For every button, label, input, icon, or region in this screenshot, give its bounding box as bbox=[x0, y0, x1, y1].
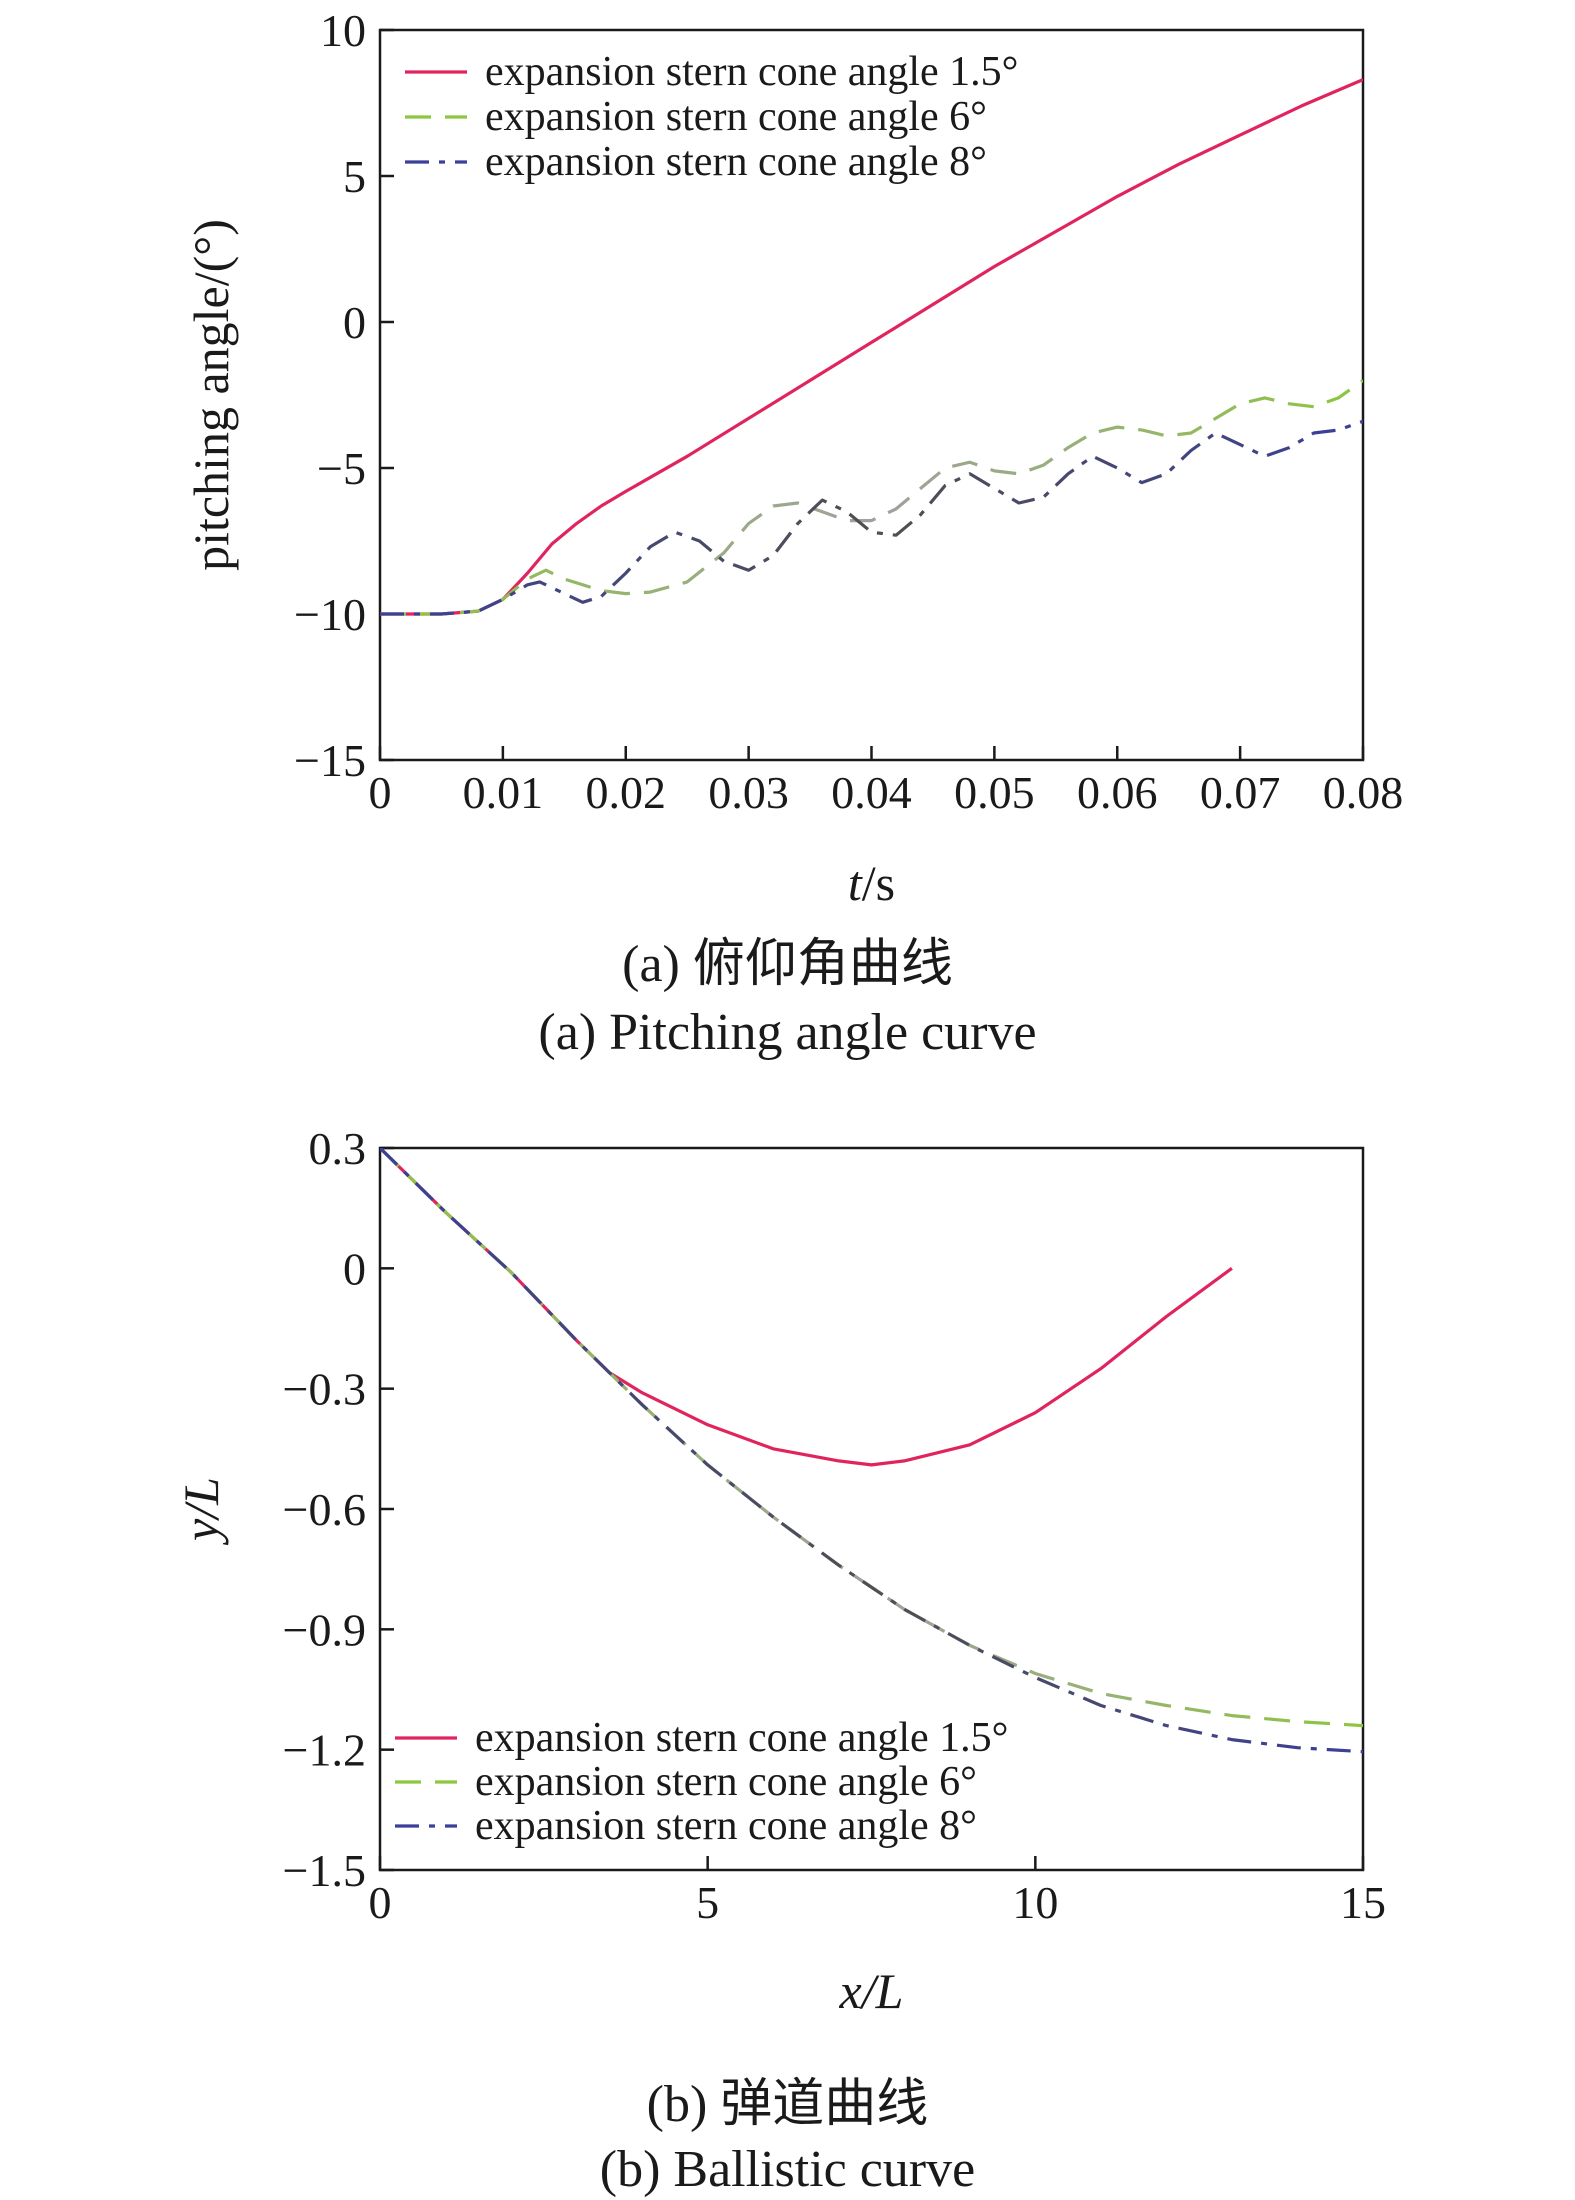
legend-label-2: expansion stern cone angle 6° bbox=[485, 94, 987, 140]
legend-label-3: expansion stern cone angle 8° bbox=[485, 139, 987, 185]
x-tick-label: 0.02 bbox=[586, 767, 667, 818]
x-axis-unit: /s bbox=[862, 855, 895, 911]
x-tick-label: 0.08 bbox=[1323, 767, 1404, 818]
y-tick-label: −0.6 bbox=[283, 1484, 366, 1535]
x-axis-label: x/L bbox=[839, 1963, 904, 2019]
x-tick-label: 0.04 bbox=[831, 767, 912, 818]
y-tick-label: −0.9 bbox=[283, 1604, 366, 1655]
x-tick-label: 15 bbox=[1340, 1877, 1386, 1928]
pitching-angle-chart: 0 0.01 0.02 0.03 0.04 0.05 0.06 0.07 0.08 −15 −10 −… bbox=[183, 5, 1404, 911]
x-tick-label: 0.07 bbox=[1200, 767, 1281, 818]
x-axis-var: t bbox=[848, 855, 863, 911]
legend-label-1: expansion stern cone angle 1.5° bbox=[485, 49, 1018, 95]
y-tick-label: 5 bbox=[343, 151, 366, 202]
figure-a: 0 0.01 0.02 0.03 0.04 0.05 0.06 0.07 0.08 −15 −10 −… bbox=[0, 0, 1575, 1090]
x-tick-label: 0 bbox=[369, 1877, 392, 1928]
x-tick-label: 0.01 bbox=[463, 767, 544, 818]
ballistic-chart: 0 5 10 15 −1.5 −1.2 −0.9 −0.6 −0.3 0 0.3 expansion … bbox=[173, 1123, 1386, 2019]
y-tick-label: 0.3 bbox=[309, 1123, 367, 1174]
legend-label-3: expansion stern cone angle 8° bbox=[475, 1803, 977, 1849]
x-tick-label: 0 bbox=[369, 767, 392, 818]
y-axis-label: pitching angle/(°) bbox=[183, 219, 239, 571]
x-tick-label: 10 bbox=[1012, 1877, 1058, 1928]
x-tick-label: 0.05 bbox=[954, 767, 1035, 818]
series-line-3 bbox=[380, 419, 1363, 616]
series-line-1 bbox=[380, 1148, 1233, 1467]
x-tick-label: 0.03 bbox=[708, 767, 789, 818]
y-tick-label: −0.3 bbox=[283, 1364, 366, 1415]
y-tick-label: −1.5 bbox=[283, 1845, 366, 1896]
caption-a-en: (a) Pitching angle curve bbox=[538, 1004, 1037, 1061]
y-axis-label: y/L bbox=[173, 1477, 229, 1546]
caption-a-cn: (a) 俯仰角曲线 bbox=[622, 936, 953, 993]
caption-b-en: (b) Ballistic curve bbox=[599, 2141, 976, 2198]
y-tick-label: 10 bbox=[320, 5, 366, 56]
y-tick-label: 0 bbox=[343, 1243, 366, 1294]
x-tick-label: 0.06 bbox=[1077, 767, 1158, 818]
figure-b: 0 5 10 15 −1.5 −1.2 −0.9 −0.6 −0.3 0 0.3 expansion … bbox=[0, 1090, 1575, 2198]
series-line-2 bbox=[380, 1148, 1363, 1728]
series-line-2 bbox=[380, 379, 1363, 616]
y-tick-label: −10 bbox=[294, 589, 366, 640]
legend-label-1: expansion stern cone angle 1.5° bbox=[475, 1715, 1008, 1761]
x-axis-label: t/s bbox=[848, 855, 895, 911]
y-tick-label: 0 bbox=[343, 297, 366, 348]
y-tick-label: −15 bbox=[294, 735, 366, 786]
y-tick-label: −1.2 bbox=[283, 1725, 366, 1776]
caption-b-cn: (b) 弹道曲线 bbox=[646, 2076, 929, 2133]
x-tick-label: 5 bbox=[696, 1877, 719, 1928]
series-line-3 bbox=[380, 1148, 1363, 1754]
legend-label-2: expansion stern cone angle 6° bbox=[475, 1759, 977, 1805]
y-tick-label: −5 bbox=[317, 443, 366, 494]
